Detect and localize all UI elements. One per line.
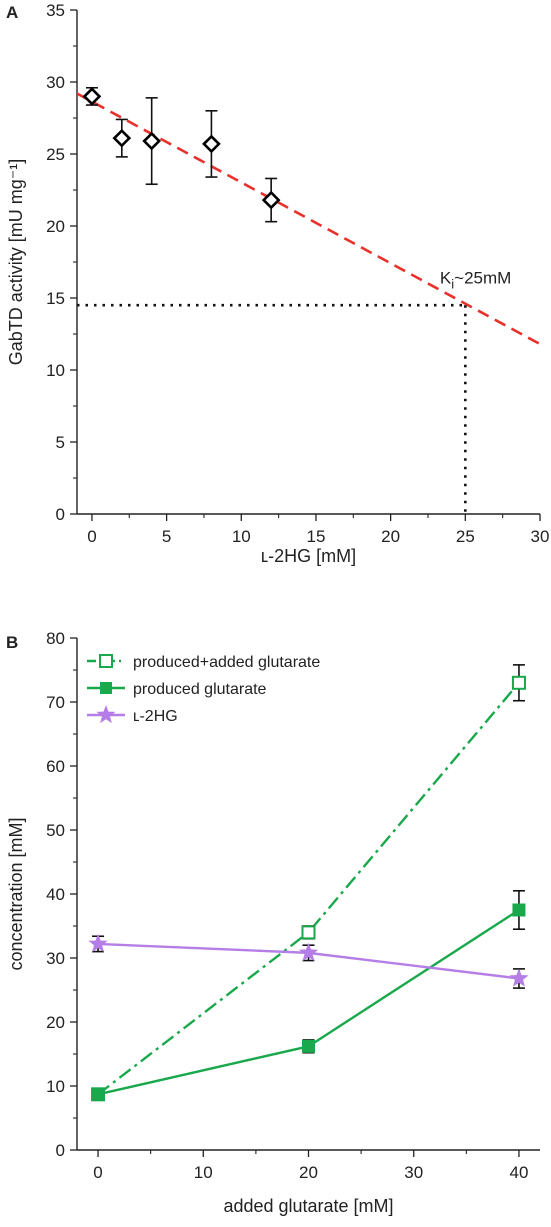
legend: produced+added glutarate produced glutara… — [87, 654, 320, 725]
ki-annotation-main: K — [440, 269, 452, 288]
y-tick-label: 10 — [46, 361, 65, 380]
marker-filled-square — [302, 1039, 315, 1053]
y-tick-label: 60 — [46, 757, 65, 776]
y-tick-label: 15 — [46, 289, 65, 308]
y-tick-label: 10 — [46, 1077, 65, 1096]
legend-label: produced glutarate — [133, 681, 267, 698]
marker-star — [88, 933, 108, 953]
x-tick-label: 30 — [531, 527, 550, 546]
x-tick-label: 25 — [456, 527, 475, 546]
y-tick-label: 30 — [46, 73, 65, 92]
data-point-diamond — [82, 87, 102, 106]
marker-filled-square — [91, 1087, 105, 1101]
x-axis-title: added glutarate [mM] — [223, 1196, 393, 1216]
y-tick-label: 25 — [46, 145, 65, 164]
x-tick-label: 15 — [307, 527, 326, 546]
y-tick-label: 50 — [46, 821, 65, 840]
legend-label: ʟ-2HG — [133, 708, 178, 725]
data-point-diamond — [261, 190, 281, 210]
y-tick-label: 30 — [46, 949, 65, 968]
marker-open-square — [511, 675, 526, 690]
y-tick-label: 20 — [46, 1013, 65, 1032]
x-tick-label: 10 — [232, 527, 251, 546]
ki-annotation-after: ~25mM — [454, 269, 511, 288]
x-tick-label: 5 — [162, 527, 171, 546]
x-tick-label: 10 — [194, 1163, 213, 1182]
y-axis-title: GabTD activity [mU mg⁻¹] — [6, 159, 26, 366]
marker-open-square — [301, 925, 316, 940]
ki-annotation: Ki~25mM — [440, 269, 511, 292]
legend-label: produced+added glutarate — [133, 654, 320, 671]
x-tick-label: 20 — [381, 527, 400, 546]
x-tick-label: 30 — [404, 1163, 423, 1182]
series-line — [97, 682, 520, 1096]
panel-b: B 0 10 20 30 40 50 60 70 80 0 10 20 30 40 added glutara… — [6, 629, 540, 1216]
x-tick-label: 40 — [509, 1163, 528, 1182]
marker-star — [298, 942, 319, 962]
panel-a: A 0 5 10 15 20 25 30 35 0 5 10 15 20 25 30 ʟ-2HG [mM] Gab… — [6, 1, 549, 566]
y-tick-label: 35 — [46, 1, 65, 20]
data-point-diamond — [112, 128, 132, 148]
y-tick-label: 0 — [56, 1141, 65, 1160]
y-tick-label: 40 — [46, 885, 65, 904]
legend-marker — [96, 705, 116, 724]
ki-annotation-sub: i — [451, 277, 454, 292]
panel-label: A — [6, 3, 18, 22]
panel-label: B — [6, 633, 18, 652]
data-point-diamond — [202, 134, 221, 154]
marker-filled-square — [512, 903, 526, 917]
x-tick-label: 0 — [93, 1163, 102, 1182]
x-tick-label: 20 — [299, 1163, 318, 1182]
marker-star — [509, 968, 529, 987]
y-axis-title: concentration [mM] — [6, 817, 26, 970]
y-tick-label: 70 — [46, 693, 65, 712]
legend-marker — [99, 654, 113, 668]
x-axis-title: ʟ-2HG [mM] — [261, 546, 356, 566]
y-tick-label: 5 — [56, 433, 65, 452]
legend-marker — [100, 682, 112, 694]
y-tick-label: 0 — [56, 505, 65, 524]
x-tick-label: 0 — [87, 527, 96, 546]
data-point-diamond — [142, 131, 162, 151]
y-tick-label: 20 — [46, 217, 65, 236]
y-tick-label: 80 — [46, 629, 65, 648]
